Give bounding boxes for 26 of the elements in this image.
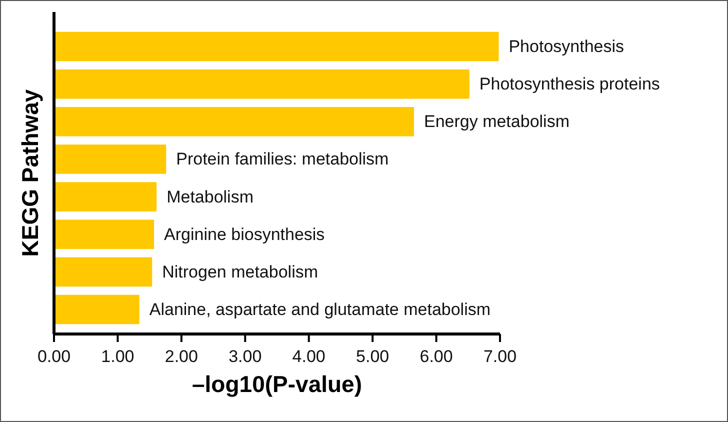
- x-axis-title: –log10(P-value): [192, 371, 362, 397]
- x-tick-label: 6.00: [420, 347, 453, 366]
- y-tick-label: Photosynthesis: [508, 37, 624, 56]
- y-tick-label: Protein families: metabolism: [176, 150, 389, 169]
- y-tick-label: Metabolism: [166, 187, 254, 206]
- bar: [54, 107, 414, 136]
- x-tick-label: 5.00: [356, 347, 390, 366]
- bar: [54, 182, 157, 212]
- y-tick-label: Photosynthesis proteins: [479, 74, 660, 94]
- x-tick-label: 1.00: [101, 347, 134, 366]
- y-tick-label: Nitrogen metabolism: [162, 262, 318, 282]
- bar: [54, 257, 152, 287]
- bar: [54, 144, 166, 174]
- x-tick-label: 2.00: [164, 347, 198, 366]
- x-tick-label: 7.00: [483, 347, 517, 366]
- y-tick-label: Alanine, aspartate and glutamate metabolism: [149, 300, 491, 319]
- x-tick-label: 4.00: [292, 347, 326, 366]
- bar: [54, 220, 154, 249]
- bar: [54, 69, 470, 99]
- bar: [54, 294, 140, 324]
- x-tick-label: 0.00: [37, 347, 71, 366]
- bar: [54, 32, 499, 62]
- y-tick-label: Arginine biosynthesis: [164, 224, 325, 244]
- x-tick-label: 3.00: [228, 347, 262, 366]
- y-axis-title: KEGG Pathway: [17, 89, 43, 257]
- y-tick-label: Energy metabolism: [424, 112, 570, 132]
